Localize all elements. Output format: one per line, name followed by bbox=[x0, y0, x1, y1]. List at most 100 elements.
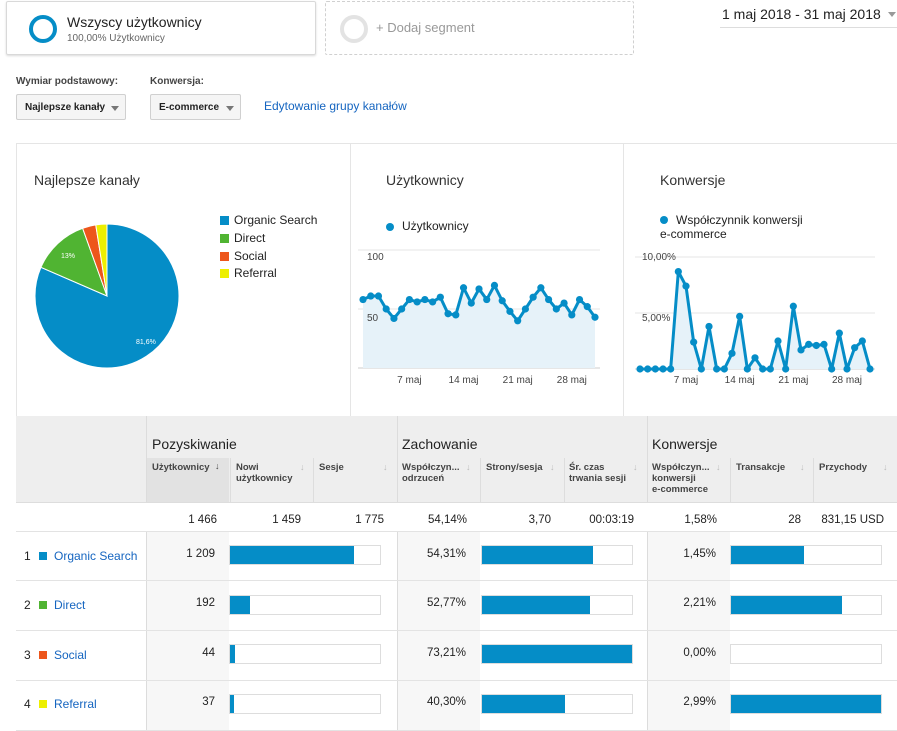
x-tick-label: 28 maj bbox=[832, 375, 862, 386]
x-tick-label: 7 maj bbox=[674, 375, 698, 386]
data-point bbox=[797, 346, 805, 354]
data-point bbox=[521, 305, 529, 313]
row-conversion-rate: 2,99% bbox=[683, 696, 716, 708]
add-segment-button[interactable]: + Dodaj segment bbox=[325, 1, 634, 55]
conversion-bar bbox=[730, 644, 882, 664]
header-revenue[interactable]: Przychody bbox=[819, 462, 867, 473]
area-fill bbox=[640, 271, 870, 369]
data-point bbox=[720, 365, 728, 373]
data-point bbox=[568, 311, 576, 319]
conv-panel-title: Konwersje bbox=[660, 172, 726, 188]
conversion-dropdown[interactable]: E-commerce bbox=[150, 94, 241, 120]
x-tick-label: 14 maj bbox=[449, 375, 479, 386]
row-users: 37 bbox=[202, 696, 215, 708]
header-text: Strony/sesja bbox=[486, 462, 543, 473]
sort-arrow-icon[interactable]: ↓ bbox=[300, 462, 305, 472]
group-acquisition: Pozyskiwanie bbox=[152, 436, 237, 452]
conversion-bar-fill bbox=[731, 596, 842, 614]
data-point bbox=[820, 340, 828, 348]
users-bar-fill bbox=[230, 596, 250, 614]
data-point bbox=[436, 293, 444, 301]
data-point bbox=[805, 340, 813, 348]
header-avg-session-duration[interactable]: Śr. czas trwania sesji bbox=[569, 462, 626, 484]
totals-row bbox=[146, 502, 897, 532]
header-pages-per-session[interactable]: Strony/sesja bbox=[486, 462, 543, 473]
users-bar bbox=[229, 694, 381, 714]
data-point bbox=[766, 365, 774, 373]
total-pages-per-session: 3,70 bbox=[528, 514, 551, 526]
dimension-dropdown[interactable]: Najlepsze kanały bbox=[16, 94, 126, 120]
header-new-users[interactable]: Nowi użytkownicy bbox=[236, 462, 293, 484]
data-point bbox=[382, 305, 390, 313]
data-point bbox=[713, 365, 721, 373]
data-point bbox=[390, 314, 398, 323]
row-number: 4 bbox=[24, 697, 31, 711]
header-ecommerce-conversion-rate[interactable]: Współczyn... konwersji e-commerce bbox=[652, 462, 710, 495]
data-point bbox=[828, 365, 836, 373]
date-range-picker[interactable]: 1 maj 2018 - 31 maj 2018 bbox=[720, 1, 897, 28]
header-users-sorted bbox=[147, 458, 229, 502]
row-users: 192 bbox=[195, 597, 215, 609]
panel-divider bbox=[16, 143, 17, 416]
data-point bbox=[682, 282, 690, 290]
sort-arrow-icon[interactable]: ↓ bbox=[883, 462, 888, 472]
header-bounce-rate[interactable]: Współczyn... odrzuceń bbox=[402, 462, 460, 484]
header-sessions[interactable]: Sesje bbox=[319, 462, 344, 473]
panel-divider bbox=[350, 143, 351, 416]
pie-panel-title: Najlepsze kanały bbox=[34, 172, 140, 188]
data-point bbox=[851, 344, 859, 352]
row-channel-link[interactable]: Social bbox=[54, 648, 87, 662]
row-channel-link[interactable]: Referral bbox=[54, 697, 97, 711]
users-bar-fill bbox=[230, 695, 234, 713]
y-tick-label: 50 bbox=[367, 313, 379, 324]
sort-arrow-icon[interactable]: ↓ bbox=[716, 462, 721, 472]
pie-slice-label: 81,6% bbox=[136, 339, 156, 346]
row-channel-link[interactable]: Direct bbox=[54, 598, 86, 612]
users-bar-fill bbox=[230, 645, 235, 663]
bounce-bar-fill bbox=[482, 546, 594, 564]
sort-arrow-icon[interactable]: ↓ bbox=[466, 462, 471, 472]
row-divider bbox=[16, 680, 897, 681]
header-users[interactable]: Użytkownicy bbox=[152, 462, 210, 473]
data-point bbox=[728, 349, 736, 357]
header-text: Transakcje bbox=[736, 462, 786, 473]
totals-row-label-cell bbox=[16, 502, 146, 532]
conversion-bar bbox=[730, 694, 882, 714]
data-point bbox=[858, 337, 866, 345]
column-divider bbox=[813, 458, 814, 531]
pie-slice-direct bbox=[40, 227, 108, 297]
column-shade bbox=[398, 532, 480, 731]
users-bar-fill bbox=[230, 546, 354, 564]
sort-arrow-icon[interactable]: ↓ bbox=[800, 462, 805, 472]
data-point bbox=[529, 293, 537, 301]
segment-all-users[interactable]: Wszyscy użytkownicy 100,00% Użytkownicy bbox=[6, 1, 316, 55]
data-point bbox=[835, 329, 843, 337]
data-point bbox=[429, 298, 437, 306]
row-bounce-rate: 73,21% bbox=[426, 647, 466, 659]
sort-arrow-icon[interactable]: ↓ bbox=[633, 462, 638, 472]
data-point bbox=[705, 322, 713, 331]
data-point bbox=[812, 341, 820, 350]
row-channel-link[interactable]: Organic Search bbox=[54, 549, 138, 563]
sort-arrow-icon[interactable]: ↓ bbox=[383, 462, 388, 472]
sort-arrow-icon[interactable]: ↓ bbox=[550, 462, 555, 472]
channel-swatch bbox=[39, 700, 47, 708]
sort-down-icon[interactable]: ↓ bbox=[215, 461, 220, 471]
data-point bbox=[367, 292, 375, 300]
data-point bbox=[743, 365, 751, 373]
header-text: Śr. czas bbox=[569, 462, 605, 473]
row-conversion-rate: 0,00% bbox=[683, 647, 716, 659]
column-divider bbox=[397, 416, 398, 731]
legend-item-referral: Referral bbox=[234, 266, 277, 280]
empty-circle-icon bbox=[340, 15, 368, 43]
total-transactions: 28 bbox=[788, 514, 801, 526]
header-text: e-commerce bbox=[652, 484, 708, 495]
header-transactions[interactable]: Transakcje bbox=[736, 462, 785, 473]
data-point bbox=[697, 365, 705, 373]
data-point bbox=[591, 313, 599, 321]
row-divider bbox=[16, 580, 897, 581]
data-point bbox=[659, 365, 667, 373]
data-point bbox=[498, 297, 506, 305]
edit-channel-group-link[interactable]: Edytowanie grupy kanałów bbox=[264, 99, 407, 113]
data-point bbox=[506, 307, 514, 315]
